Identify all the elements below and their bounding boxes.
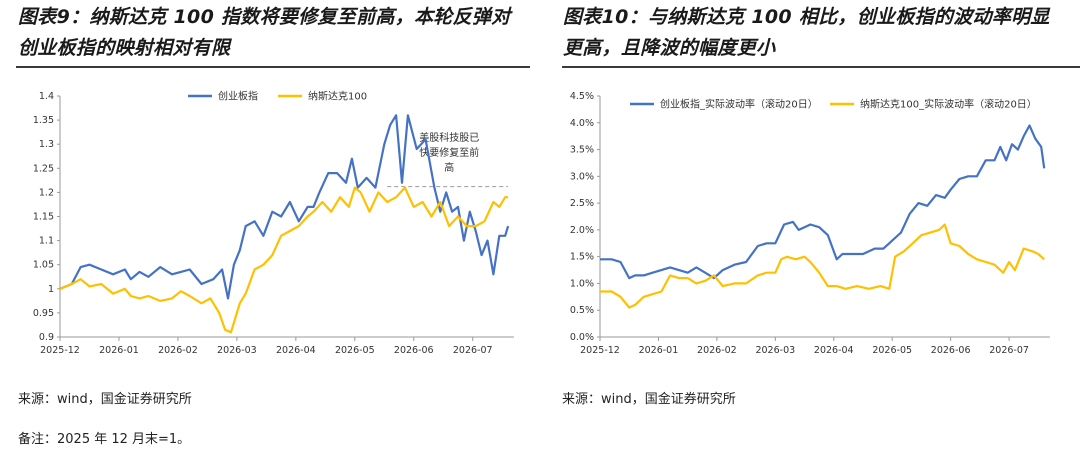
series-line-yellow bbox=[59, 186, 509, 334]
x-tick-label: 2026-01 bbox=[99, 345, 139, 354]
series-line-blue bbox=[59, 114, 510, 300]
x-tick-label: 2026-05 bbox=[335, 345, 375, 354]
right-chart-svg: 0.0% 0.5% 1.0% 1.5% 2.0% 2.5% 3.0% 3.5% 4.0% 4.5%… bbox=[570, 91, 1050, 356]
y-tick-label: 1.35 bbox=[33, 115, 54, 126]
series-line-yellow bbox=[600, 223, 1045, 309]
x-tick-label: 2026-02 bbox=[158, 345, 198, 354]
right-source: 来源：wind，国金证券研究所 bbox=[562, 392, 736, 407]
y-tick-label: 1.4 bbox=[39, 91, 54, 102]
y-tick-label: 4.5% bbox=[570, 91, 594, 102]
x-tick-label: 2026-04 bbox=[814, 345, 854, 354]
annotation-text: 高 bbox=[444, 161, 454, 174]
left-title-line1: 图表9：纳斯达克 100 指数将要修复至前高，本轮反弹对 bbox=[18, 6, 511, 28]
x-tick-label: 2026-07 bbox=[453, 345, 493, 354]
y-tick-label: 2.5% bbox=[570, 198, 594, 209]
left-title-line2: 创业板指的映射相对有限 bbox=[18, 37, 231, 59]
legend-label: 创业板指_实际波动率（滚动20日） bbox=[660, 98, 818, 111]
left-footnote: 备注：2025 年 12 月末=1。 bbox=[18, 432, 191, 447]
left-chart-title: 图表9：纳斯达克 100 指数将要修复至前高，本轮反弹对 创业板指的映射相对有限 bbox=[0, 0, 530, 64]
annotation-text: 美股科技股已 bbox=[419, 131, 479, 144]
legend-label: 纳斯达克100 bbox=[308, 90, 367, 103]
y-tick-label: 1.3 bbox=[39, 139, 54, 150]
y-tick-label: 1.2 bbox=[39, 187, 54, 198]
right-panel: 图表10：与纳斯达克 100 相比，创业板指的波动率明显 更高，且降波的幅度更小 bbox=[553, 0, 1080, 64]
y-tick-label: 0.5% bbox=[570, 305, 594, 316]
x-tick-label: 2026-03 bbox=[217, 345, 257, 354]
y-tick-label: 1.15 bbox=[33, 212, 54, 223]
x-tick-label: 2026-05 bbox=[872, 345, 912, 354]
legend-label: 创业板指 bbox=[218, 90, 258, 103]
right-title-line2: 更高，且降波的幅度更小 bbox=[563, 37, 776, 59]
y-tick-label: 1.05 bbox=[33, 260, 54, 271]
y-tick-label: 3.0% bbox=[570, 171, 594, 182]
y-tick-label: 1.1 bbox=[39, 236, 54, 247]
x-tick-label: 2026-03 bbox=[755, 345, 795, 354]
x-tick-label: 2026-02 bbox=[697, 345, 737, 354]
left-title-rule bbox=[16, 66, 530, 68]
legend-label: 纳斯达克100_实际波动率（滚动20日） bbox=[860, 98, 1037, 111]
x-tick-label: 2026-01 bbox=[639, 345, 679, 354]
annotation-text: 快要修复至前 bbox=[419, 146, 479, 159]
y-tick-label: 0.9 bbox=[39, 332, 54, 343]
right-title-rule bbox=[562, 66, 1080, 68]
right-title-line1: 图表10：与纳斯达克 100 相比，创业板指的波动率明显 bbox=[563, 6, 1050, 28]
x-tick-label: 2026-06 bbox=[394, 345, 434, 354]
y-tick-label: 1.0% bbox=[570, 278, 594, 289]
y-tick-label: 0.95 bbox=[33, 308, 54, 319]
left-chart: 0.9 0.95 1 1.05 1.1 1.15 1.2 1.25 1.3 1.35 1.4 2025… bbox=[16, 84, 526, 356]
y-tick-label: 1.25 bbox=[33, 163, 54, 174]
y-tick-label: 0.0% bbox=[570, 332, 594, 343]
series-line-blue bbox=[600, 124, 1046, 280]
right-chart-title: 图表10：与纳斯达克 100 相比，创业板指的波动率明显 更高，且降波的幅度更小 bbox=[553, 0, 1080, 64]
left-chart-svg: 0.9 0.95 1 1.05 1.1 1.15 1.2 1.25 1.3 1.35 1.4 2025… bbox=[33, 90, 514, 356]
y-tick-label: 1 bbox=[48, 284, 54, 295]
x-tick-label: 2026-07 bbox=[989, 345, 1029, 354]
right-chart: 0.0% 0.5% 1.0% 1.5% 2.0% 2.5% 3.0% 3.5% 4.0% 4.5%… bbox=[560, 84, 1060, 356]
x-tick-label: 2026-06 bbox=[931, 345, 971, 354]
y-tick-label: 3.5% bbox=[570, 145, 594, 156]
x-tick-label: 2025-12 bbox=[40, 345, 80, 354]
x-tick-label: 2026-04 bbox=[276, 345, 316, 354]
y-tick-label: 1.5% bbox=[570, 252, 594, 263]
x-tick-label: 2025-12 bbox=[580, 345, 620, 354]
y-tick-label: 2.0% bbox=[570, 225, 594, 236]
left-panel: 图表9：纳斯达克 100 指数将要修复至前高，本轮反弹对 创业板指的映射相对有限 bbox=[0, 0, 530, 64]
y-tick-label: 4.0% bbox=[570, 118, 594, 129]
left-source: 来源：wind，国金证券研究所 bbox=[18, 392, 192, 407]
